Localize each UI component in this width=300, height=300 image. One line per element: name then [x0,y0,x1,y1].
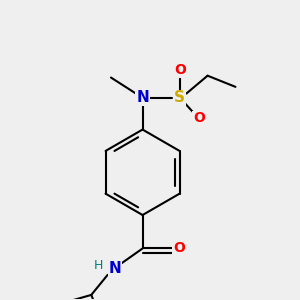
Text: S: S [174,91,185,106]
Text: N: N [109,261,122,276]
Text: N: N [136,91,149,106]
Text: O: O [174,63,186,77]
Text: O: O [193,111,205,125]
Text: H: H [94,260,104,272]
Text: O: O [173,242,185,256]
